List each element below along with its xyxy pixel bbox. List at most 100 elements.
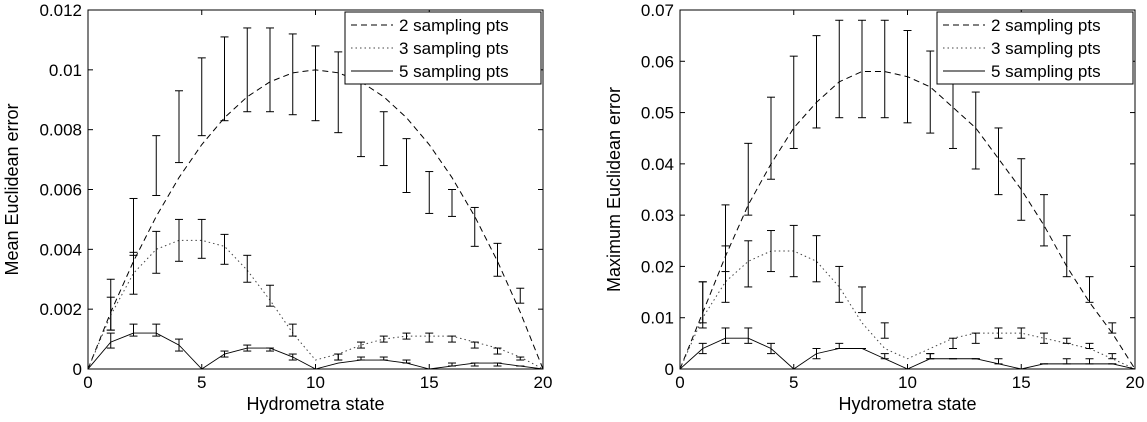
error-bar bbox=[334, 353, 343, 361]
error-bar bbox=[812, 35, 821, 129]
error-bar bbox=[880, 353, 889, 360]
error-bar bbox=[357, 356, 365, 361]
error-bar bbox=[425, 332, 434, 343]
error-bar bbox=[1085, 358, 1094, 365]
series-line-solid bbox=[88, 332, 543, 369]
error-bar bbox=[971, 91, 980, 170]
y-tick-label: 0.07 bbox=[641, 1, 674, 20]
error-bar bbox=[129, 197, 138, 256]
legend-label: 5 sampling pts bbox=[399, 62, 509, 81]
y-tick-label: 0.02 bbox=[641, 257, 674, 276]
error-bar bbox=[767, 96, 775, 180]
error-bar bbox=[721, 245, 730, 303]
legend-label: 5 sampling pts bbox=[991, 62, 1101, 81]
error-bar bbox=[448, 189, 456, 217]
error-bar bbox=[1017, 327, 1026, 339]
error-bar bbox=[767, 230, 775, 273]
error-bar bbox=[152, 230, 161, 274]
series-line-dotted bbox=[680, 250, 1135, 369]
series-line-dotted bbox=[88, 239, 543, 369]
y-tick-label: 0.05 bbox=[641, 104, 674, 123]
error-bar bbox=[266, 284, 274, 307]
error-bar bbox=[106, 332, 115, 349]
error-bar bbox=[129, 323, 138, 337]
error-bar bbox=[266, 27, 274, 113]
error-bar bbox=[470, 362, 479, 367]
error-bar bbox=[516, 287, 525, 304]
error-bar bbox=[470, 206, 479, 247]
y-tick-label: 0.04 bbox=[641, 155, 674, 174]
mean-error-chart: 0 5 10 15 20 0 0.002 0.004 0.006 0.008 0.01 0.012 Hy… bbox=[2, 1, 552, 414]
error-bar bbox=[243, 344, 252, 352]
y-tick-label: 0 bbox=[73, 360, 82, 379]
error-bar bbox=[220, 233, 229, 265]
error-bar bbox=[744, 142, 753, 216]
error-bar bbox=[698, 342, 707, 355]
x-tick-label: 10 bbox=[898, 373, 917, 392]
error-bar bbox=[1040, 332, 1048, 344]
error-bar bbox=[470, 341, 479, 349]
error-bar bbox=[789, 224, 798, 278]
legend-label: 3 sampling pts bbox=[399, 39, 509, 58]
error-bar bbox=[152, 323, 161, 337]
error-bar bbox=[379, 335, 388, 343]
error-bar bbox=[903, 30, 912, 124]
plot-area bbox=[88, 27, 543, 369]
error-bar bbox=[767, 342, 775, 355]
error-bar bbox=[994, 358, 1003, 365]
x-axis-label: Hydrometra state bbox=[246, 394, 384, 414]
error-bar bbox=[357, 78, 365, 158]
error-bar bbox=[835, 19, 844, 119]
error-bar bbox=[243, 27, 252, 113]
y-tick-label: 0.012 bbox=[39, 1, 82, 20]
error-bar bbox=[1085, 342, 1094, 349]
error-bar bbox=[493, 347, 502, 355]
error-bar bbox=[402, 332, 411, 340]
error-bar bbox=[220, 36, 229, 122]
x-tick-label: 5 bbox=[789, 373, 798, 392]
y-tick-label: 0.06 bbox=[641, 52, 674, 71]
error-bar bbox=[357, 341, 365, 349]
legend-box bbox=[344, 11, 542, 85]
error-bar bbox=[812, 235, 821, 283]
error-bar bbox=[744, 240, 753, 288]
x-tick-label: 20 bbox=[534, 373, 553, 392]
error-bar bbox=[994, 127, 1003, 196]
error-bar bbox=[949, 337, 957, 349]
error-bar bbox=[926, 50, 935, 134]
x-tick-label: 0 bbox=[83, 373, 92, 392]
y-tick-label: 0.002 bbox=[39, 300, 82, 319]
error-bar bbox=[926, 353, 935, 360]
error-bar bbox=[994, 327, 1003, 339]
y-tick-label: 0.01 bbox=[641, 309, 674, 328]
x-axis-label: Hydrometra state bbox=[838, 394, 976, 414]
error-bar bbox=[858, 286, 866, 314]
error-bar bbox=[971, 332, 980, 344]
error-bar bbox=[220, 350, 229, 358]
y-tick-label: 0.004 bbox=[39, 240, 82, 259]
error-bar bbox=[880, 19, 889, 119]
error-bar bbox=[288, 323, 297, 337]
y-axis-label: Maximum Euclidean error bbox=[604, 87, 624, 292]
error-bar bbox=[448, 362, 456, 367]
legend-box bbox=[936, 11, 1134, 85]
legend-label: 2 sampling pts bbox=[991, 16, 1101, 35]
error-bar bbox=[402, 359, 411, 364]
error-bar bbox=[493, 362, 502, 367]
error-bar bbox=[288, 33, 297, 116]
error-bar bbox=[1017, 158, 1026, 221]
max-error-chart: 0 5 10 15 20 0 0.01 0.02 0.03 0.04 0.05 0.06 0.07 Hyd… bbox=[604, 1, 1144, 414]
error-bar bbox=[1062, 235, 1071, 278]
error-bar bbox=[425, 171, 434, 214]
error-bar bbox=[106, 296, 115, 331]
error-bar bbox=[1040, 194, 1048, 247]
error-bar bbox=[835, 265, 844, 303]
legend: 2 sampling pts 3 sampling pts 5 sampling p… bbox=[344, 11, 542, 85]
error-bar bbox=[1062, 358, 1071, 365]
x-tick-label: 10 bbox=[306, 373, 325, 392]
y-tick-label: 0.008 bbox=[39, 121, 82, 140]
error-bar bbox=[152, 135, 161, 196]
y-tick-label: 0.01 bbox=[49, 61, 82, 80]
error-bar bbox=[175, 90, 183, 164]
